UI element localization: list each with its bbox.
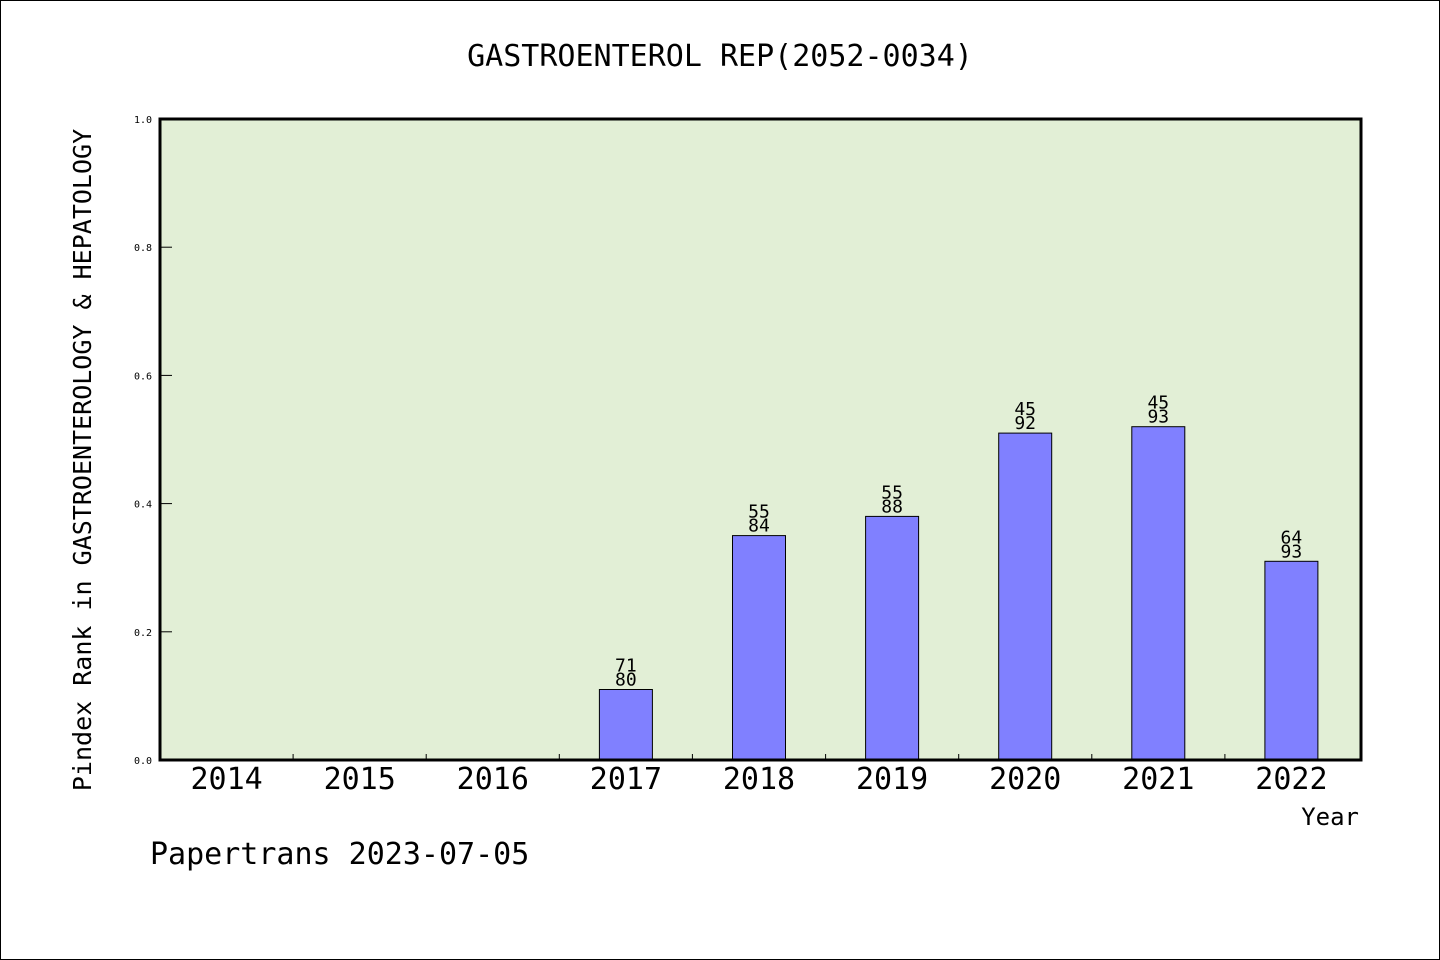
x-axis: 2014 2015 2016 2017 2018 2019 2020 2021 2022 (190, 754, 1328, 797)
x-tick-label-2021: 2021 (1122, 762, 1194, 797)
x-tick-label-2019: 2019 (856, 762, 928, 797)
y-tick-label-0.6: 0.6 (134, 371, 152, 382)
bar-label-rank-2019: 55 (881, 482, 903, 503)
x-tick-label-2022: 2022 (1255, 762, 1327, 797)
x-tick-label-2016: 2016 (457, 762, 529, 797)
x-tick-label-2014: 2014 (190, 762, 262, 797)
bar-label-total-2022: 93 (1281, 541, 1303, 562)
bar-label-total-2020: 92 (1014, 413, 1036, 434)
bar-2018 (732, 535, 786, 761)
bar-label-total-2021: 93 (1147, 407, 1169, 428)
x-tick-label-2020: 2020 (989, 762, 1061, 797)
bar-2020 (998, 432, 1053, 761)
y-tick-label-0.4: 0.4 (134, 500, 152, 511)
bar-2019 (865, 515, 920, 761)
bar-label-rank-2018: 55 (748, 502, 770, 523)
bar-2017 (598, 689, 653, 761)
x-tick-label-2015: 2015 (324, 762, 396, 797)
y-tick-label-1.0: 1.0 (134, 115, 152, 126)
chart-title: GASTROENTEROL REP(2052-0034) (467, 39, 973, 74)
bar-2022 (1264, 560, 1319, 761)
bar-label-rank-2020: 45 (1014, 399, 1036, 420)
bar-label-total-2019: 88 (881, 496, 903, 517)
x-tick-label-2017: 2017 (590, 762, 662, 797)
y-axis-label: Pindex Rank in GASTROENTEROLOGY & HEPATO… (68, 129, 97, 791)
y-axis: 0.0 0.2 0.4 0.6 0.8 1.0 (134, 115, 172, 767)
bar-label-rank-2021: 45 (1147, 393, 1169, 414)
bars-group (598, 426, 1319, 761)
credit-text: Papertrans 2023-07-05 (150, 837, 529, 872)
bar-label-rank-2022: 64 (1281, 527, 1303, 548)
x-tick-label-2018: 2018 (723, 762, 795, 797)
y-tick-label-0.0: 0.0 (134, 756, 152, 767)
bar-label-total-2017: 80 (615, 670, 637, 691)
y-tick-label-0.8: 0.8 (134, 243, 152, 254)
bar-label-total-2018: 84 (748, 516, 770, 537)
bar-2021 (1131, 426, 1186, 761)
x-axis-label: Year (1301, 803, 1359, 831)
plot-border (158, 117, 1363, 762)
y-tick-label-0.2: 0.2 (134, 628, 152, 639)
bar-label-rank-2017: 71 (615, 656, 637, 677)
